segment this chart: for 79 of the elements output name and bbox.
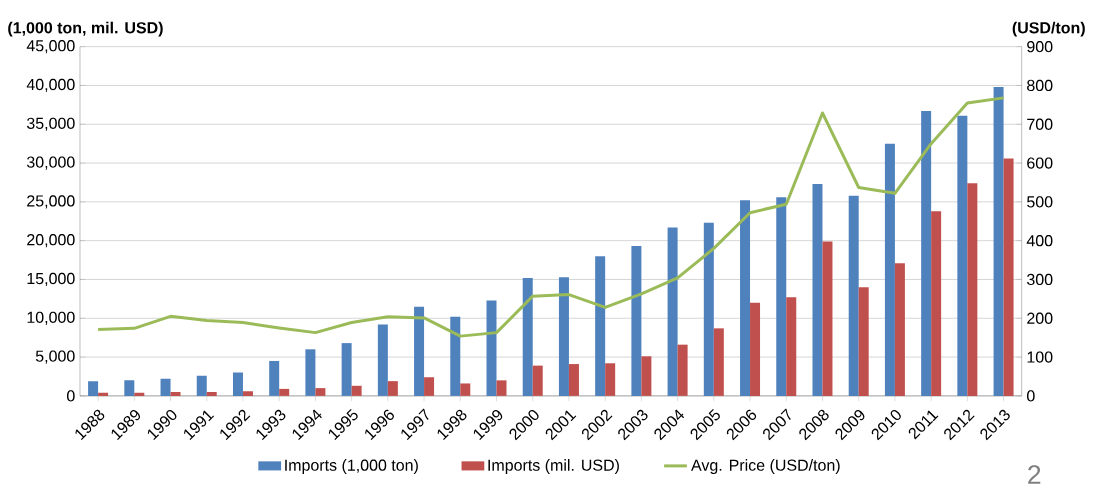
bar [884,143,895,396]
line-series [96,96,1006,338]
bar [305,349,316,396]
bar [894,263,905,396]
y-tick-label: 25,000 [27,195,75,209]
bar [134,392,145,396]
bar [713,328,724,396]
y2-tick-label: 900 [1027,41,1053,53]
y-tick-label: 0 [67,390,75,402]
bar [170,392,181,396]
y2-tick-label: 600 [1027,157,1053,169]
bar [740,200,751,396]
y-tick-label: 10,000 [27,311,75,325]
bar [377,324,388,396]
text: 2 [1028,465,1041,484]
bar [279,388,290,396]
bar [232,372,243,396]
bar [522,277,533,396]
y2-tick-label: 0 [1027,390,1035,402]
y-tick-label: 15,000 [27,272,75,287]
bar [160,378,171,396]
bar [532,365,543,396]
y-axis-title: (1,000 ton, mil. USD) [8,21,163,37]
bar [1003,158,1014,396]
y2-tick-label: 400 [1026,235,1053,247]
bar [921,111,932,396]
bar [98,392,109,396]
y-tick-label: 35,000 [26,117,75,131]
bar [822,241,833,396]
y-tick-label: 45,000 [26,40,75,54]
y2-tick-label: 500 [1027,196,1053,208]
y2-tick-label: 200 [1027,312,1053,324]
bar [641,356,652,396]
y2-tick-label: 100 [1027,351,1053,363]
bar [269,361,280,396]
bar [993,87,1004,396]
bar [496,380,507,396]
bar [88,381,99,396]
bar [315,388,326,396]
bar [486,300,497,396]
y-tick-label: 20,000 [27,234,75,248]
bar [124,380,135,396]
bar [631,246,642,396]
bar [967,183,978,396]
legend-label: Imports (1,000 ton) [285,459,418,475]
bar [677,344,688,396]
bar [595,256,606,396]
bar [196,375,207,396]
bar [242,391,253,396]
legend-label: Avg. Price (USD/ton) [691,459,840,475]
bar [750,302,761,396]
y2-tick-label: 700 [1027,118,1053,130]
bar [703,222,714,396]
bar [460,383,471,396]
bar [351,385,362,396]
bar [812,184,823,396]
y2-axis-title: (USD/ton) [1012,21,1085,37]
bar [206,392,217,396]
bar [957,115,968,396]
bar [387,381,398,396]
bar [558,277,569,396]
bar [667,227,678,396]
bar [414,306,425,396]
y-tick-label: 5,000 [35,350,75,364]
bar [424,377,435,396]
legend-label: Imports (mil. USD) [488,459,619,475]
bar [450,316,461,396]
bar [341,343,352,396]
y-tick-label: 40,000 [26,78,75,93]
bar [858,287,869,396]
bar [776,197,787,396]
bar [605,363,616,396]
bar [931,211,942,396]
bar [786,297,797,396]
bar [568,364,579,396]
bar [848,195,859,396]
y2-tick-label: 800 [1027,79,1053,92]
y2-tick-label: 300 [1027,273,1053,286]
y-tick-label: 30,000 [26,156,75,170]
